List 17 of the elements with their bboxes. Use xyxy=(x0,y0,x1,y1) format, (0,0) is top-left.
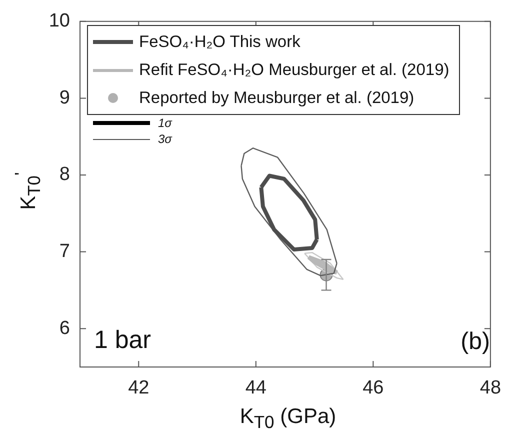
x-tick-label: 44 xyxy=(245,378,267,399)
legend-label: FeSO₄·H₂O This work xyxy=(139,32,300,53)
x-tick-label: 48 xyxy=(480,378,502,399)
y-tick-label: 6 xyxy=(59,318,70,339)
annotation: (b) xyxy=(460,328,490,355)
annotation: 1 bar xyxy=(94,326,151,354)
x-tick-label: 46 xyxy=(362,378,384,399)
y-tick-label: 7 xyxy=(59,241,70,262)
annotation: 3σ xyxy=(158,132,172,146)
y-tick-label: 8 xyxy=(59,164,70,186)
x-axis-title: K$_{T0}$ (GPa) xyxy=(238,405,338,434)
legend-label: Refit FeSO₄·H₂O Meusburger et al. (2019) xyxy=(139,60,450,81)
y-tick-label: 9 xyxy=(59,87,70,108)
legend-label: Reported by Meusburger et al. (2019) xyxy=(139,88,414,109)
annotation: 1σ xyxy=(158,116,172,130)
y-tick-label: 10 xyxy=(48,10,70,32)
x-tick-label: 42 xyxy=(128,378,150,399)
